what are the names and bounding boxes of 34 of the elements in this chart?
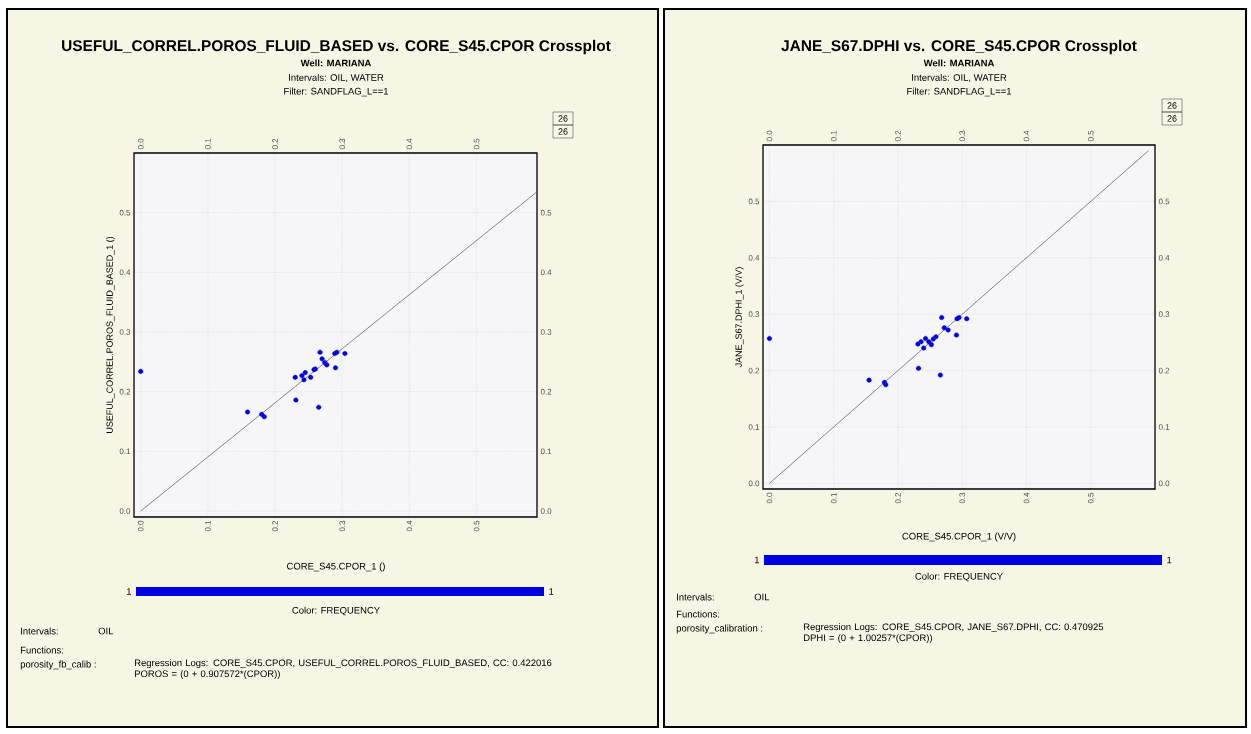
text: 1 [126, 588, 132, 595]
color-bar-title: Color: FREQUENCY [292, 606, 380, 616]
text: Regression Logs: CORE_S45.CPOR, USEFUL_CORREL.POROS_FLUID_BASED, CC: 0.422016 [134, 659, 552, 669]
chart-subtitle: Well: MARIANA [300, 59, 372, 67]
text: 1 [754, 556, 760, 564]
chart-title: JANE_S67.DPHI vs. CORE_S45.CPOR Crossplot [781, 39, 1137, 55]
text: Functions: [20, 646, 63, 654]
text: Filter: SANDFLAG_L==1 [907, 87, 1012, 97]
color-bar-title: Color: FREQUENCY [915, 572, 1003, 582]
text: POROS = (0 + 0.907572*(CPOR)) [134, 670, 280, 679]
text: Functions: [676, 610, 719, 618]
text: 26 [1167, 115, 1177, 122]
y-axis-title: USEFUL_CORREL.POROS_FLUID_BASED_1 () [106, 236, 115, 433]
text: 26 [558, 128, 568, 135]
text: 1 [549, 588, 554, 595]
x-axis-title: CORE_S45.CPOR_1 () [287, 562, 385, 572]
text: Regression Logs: CORE_S45.CPOR, JANE_S67.DPHI, CC: 0.470925 [803, 623, 1104, 633]
text: OIL [98, 627, 114, 635]
text: Intervals: [677, 593, 714, 601]
text: Intervals: [21, 627, 58, 635]
text: DPHI = (0 + 1.00257*(CPOR)) [803, 634, 932, 643]
chart-subtitle: Well: MARIANA [923, 59, 995, 67]
text: porosity_fb_calib : [20, 660, 96, 670]
x-axis-title: CORE_S45.CPOR_1 (V/V) [902, 532, 1016, 542]
text: Intervals: OIL, WATER [912, 73, 1007, 83]
y-axis-title: JANE_S67.DPHI_1 (V/V) [735, 267, 744, 368]
text: Filter: SANDFLAG_L==1 [284, 87, 389, 97]
text: porosity_calibration : [676, 624, 763, 634]
text: 1 [1167, 556, 1172, 564]
text: 26 [558, 115, 568, 122]
text: Intervals: OIL, WATER [289, 73, 384, 83]
chart-title: USEFUL_CORREL.POROS_FLUID_BASED vs. CORE_S45.CPOR Crossplot [62, 39, 611, 55]
text: 26 [1167, 102, 1177, 109]
text: OIL [754, 593, 770, 601]
